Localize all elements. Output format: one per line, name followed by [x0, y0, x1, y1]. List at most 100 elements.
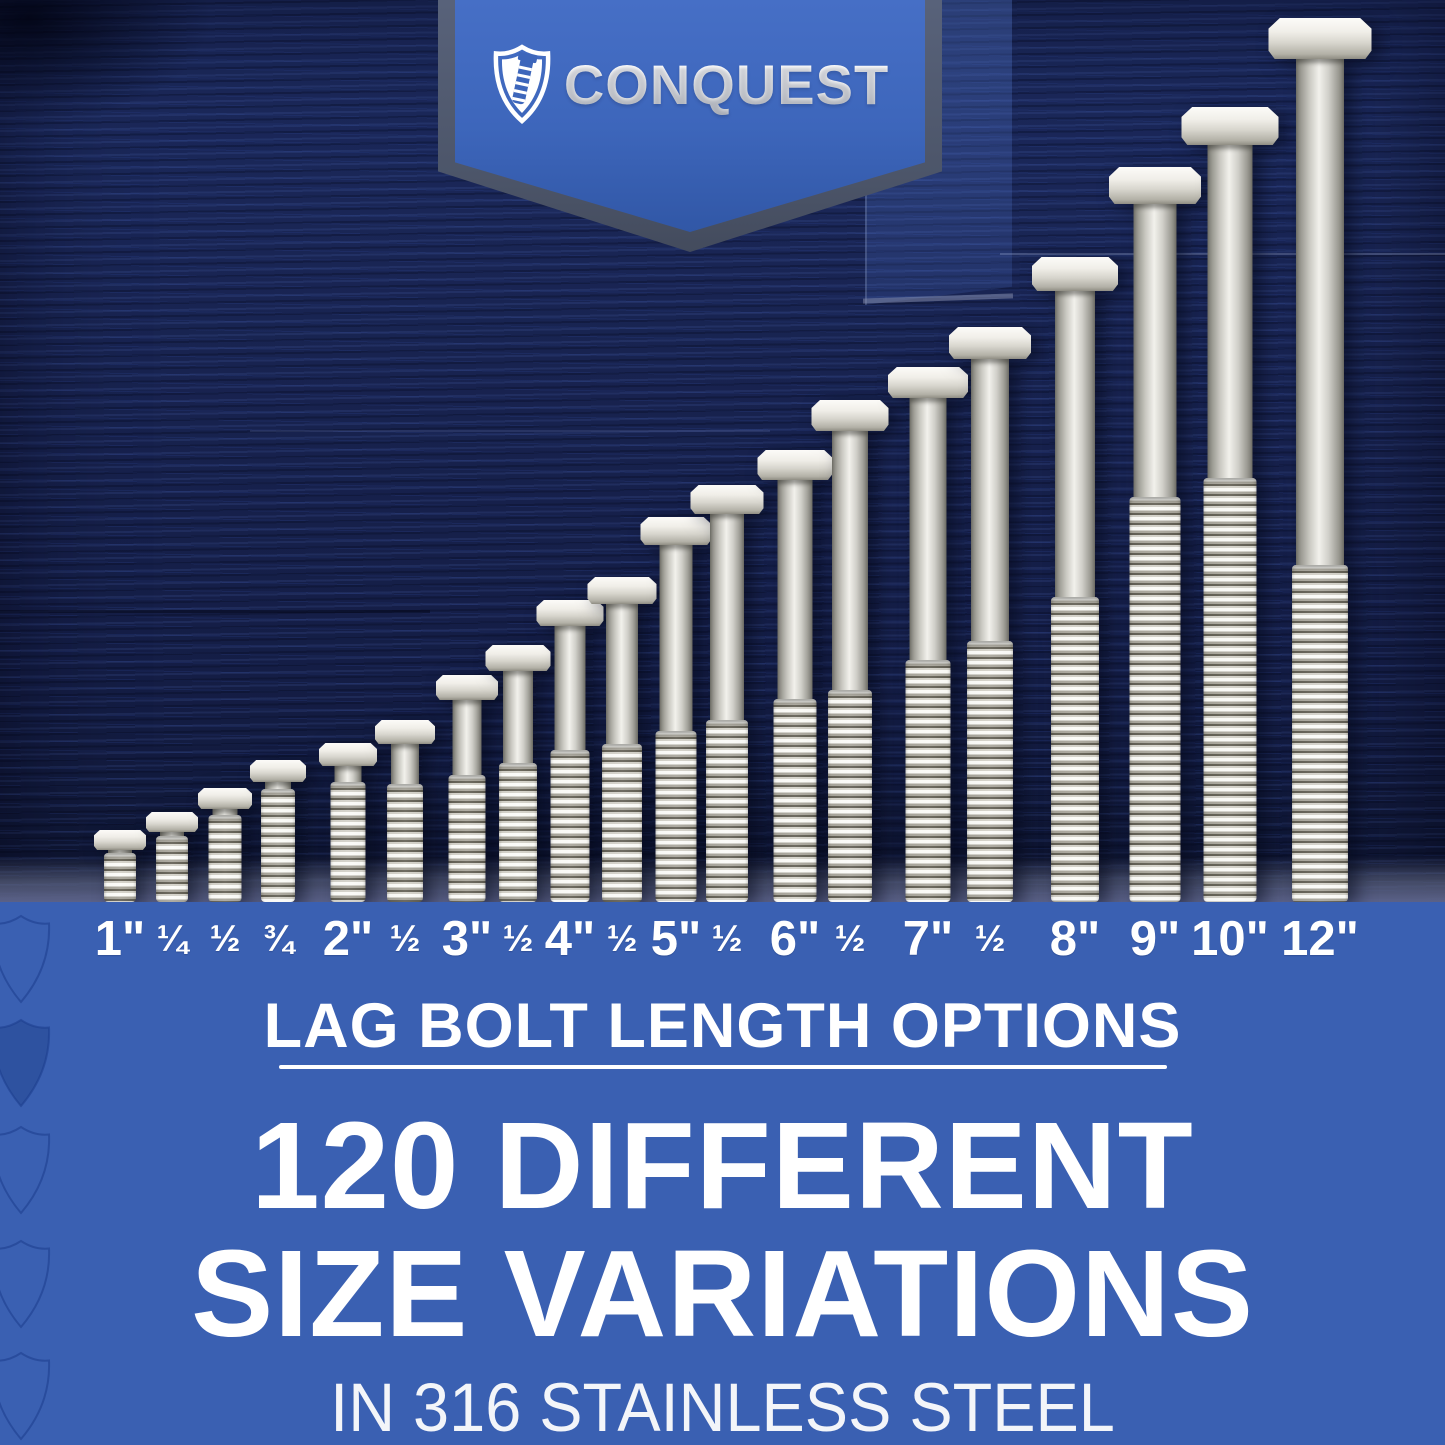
bolt-shank	[334, 766, 362, 784]
size-label: ½	[606, 918, 638, 959]
subline: IN 316 STAINLESS STEEL	[330, 1369, 1115, 1445]
bolt-shank	[391, 744, 419, 786]
shield-watermark-icon	[0, 1238, 54, 1330]
bolt-shank	[606, 604, 638, 746]
crack-line	[0, 610, 430, 613]
lag-bolt	[319, 743, 377, 902]
lag-bolt	[949, 327, 1031, 902]
size-label: 4"	[544, 912, 596, 966]
lag-bolt	[1109, 167, 1201, 902]
size-label: ½	[209, 918, 241, 959]
bolt-shank	[909, 398, 947, 662]
lag-bolt	[250, 760, 306, 902]
bolt-threads	[1292, 565, 1348, 902]
bolt-hex-head	[250, 760, 306, 782]
bolt-shank	[108, 850, 132, 855]
size-label: 8"	[1049, 912, 1101, 966]
bolt-hex-head	[146, 812, 198, 832]
shield-watermark-icon	[0, 913, 54, 1005]
bolt-threads	[387, 784, 423, 902]
size-label: 9"	[1129, 912, 1181, 966]
bolt-threads	[156, 836, 188, 902]
size-label: ½	[502, 918, 534, 959]
bolt-hex-head	[1181, 107, 1279, 145]
size-label: 6"	[769, 912, 821, 966]
lag-bolt	[436, 675, 498, 902]
bolt-hex-head	[198, 788, 252, 809]
bolt-shank	[1133, 204, 1177, 499]
bolt-shank	[777, 480, 813, 701]
size-label: ½	[711, 918, 743, 959]
lag-bolt	[198, 788, 252, 902]
lag-bolt	[536, 600, 604, 902]
bolt-threads	[905, 660, 951, 902]
lag-bolt	[146, 812, 198, 902]
size-label: ¼	[156, 918, 188, 959]
bolt-threads	[655, 731, 697, 902]
size-label: 3"	[441, 912, 493, 966]
size-label: ½	[974, 918, 1006, 959]
bolt-threads	[448, 775, 486, 902]
bolt-shank	[554, 626, 586, 752]
lag-bolt	[1032, 257, 1118, 902]
bolt-hex-head	[757, 450, 833, 480]
lag-bolt	[375, 720, 435, 902]
headline-line-2: SIZE VARIATIONS	[191, 1226, 1254, 1363]
bolt-shank	[832, 431, 868, 692]
bolt-hex-head	[587, 577, 657, 604]
size-label: ¾	[262, 918, 294, 959]
bolt-hex-head	[94, 830, 146, 850]
lag-bolt	[587, 577, 657, 902]
lag-bolt	[94, 830, 146, 902]
bolt-threads	[828, 690, 872, 902]
bolt-hex-head	[485, 645, 551, 671]
size-label: 5"	[650, 912, 702, 966]
content-band: 1" ¼ ½ ¾ 2" ½ 3" ½ 4" ½ 5" ½ 6" ½ 7" ½ 8" 9" 10" 12" LAG BO…	[0, 902, 1445, 1445]
bolt-hex-head	[811, 400, 889, 431]
bolt-shank	[710, 514, 744, 722]
bolt-shank	[160, 832, 184, 838]
bolt-hex-head	[888, 367, 968, 398]
bolt-hex-head	[1032, 257, 1118, 291]
crack-line	[250, 430, 770, 432]
bolt-shank	[265, 782, 291, 791]
lag-bolt	[690, 485, 764, 902]
bolt-threads	[1051, 597, 1099, 902]
bolt-hex-head	[536, 600, 604, 626]
size-label: ½	[834, 918, 866, 959]
bolt-shank	[659, 545, 693, 733]
size-label: 1"	[94, 912, 146, 966]
bolt-threads	[1203, 478, 1257, 902]
bolt-hex-head	[319, 743, 377, 766]
bolt-shank	[503, 671, 533, 765]
bolt-threads	[261, 789, 295, 902]
bolt-threads	[706, 720, 748, 902]
bolt-hex-head	[1268, 18, 1372, 59]
bolt-threads	[104, 853, 136, 902]
bolt-threads	[330, 782, 366, 902]
bolt-shank	[1207, 145, 1253, 480]
size-label: 2"	[322, 912, 374, 966]
bolt-threads	[967, 641, 1013, 902]
bolt-hex-head	[690, 485, 764, 514]
lag-bolt	[1181, 107, 1279, 902]
bolt-hex-head	[436, 675, 498, 700]
size-label: 12"	[1281, 912, 1359, 966]
bolt-shank	[212, 809, 238, 817]
lag-bolt	[811, 400, 889, 902]
size-label: ½	[389, 918, 421, 959]
brand-name: CONQUEST	[563, 52, 890, 116]
shield-watermark-icon	[0, 1350, 54, 1442]
bolt-shank	[1296, 59, 1344, 567]
bolt-hex-head	[375, 720, 435, 744]
headline-line-1: 120 DIFFERENT	[251, 1098, 1194, 1235]
section-title: LAG BOLT LENGTH OPTIONS	[263, 991, 1182, 1061]
bolt-hex-head	[1109, 167, 1201, 204]
lag-bolt	[757, 450, 833, 902]
bolt-hex-head	[949, 327, 1031, 359]
shield-watermark-icon	[0, 1017, 54, 1109]
bolt-shank	[971, 359, 1009, 643]
bolt-threads	[602, 744, 642, 902]
shield-watermark-icon	[0, 1124, 54, 1216]
